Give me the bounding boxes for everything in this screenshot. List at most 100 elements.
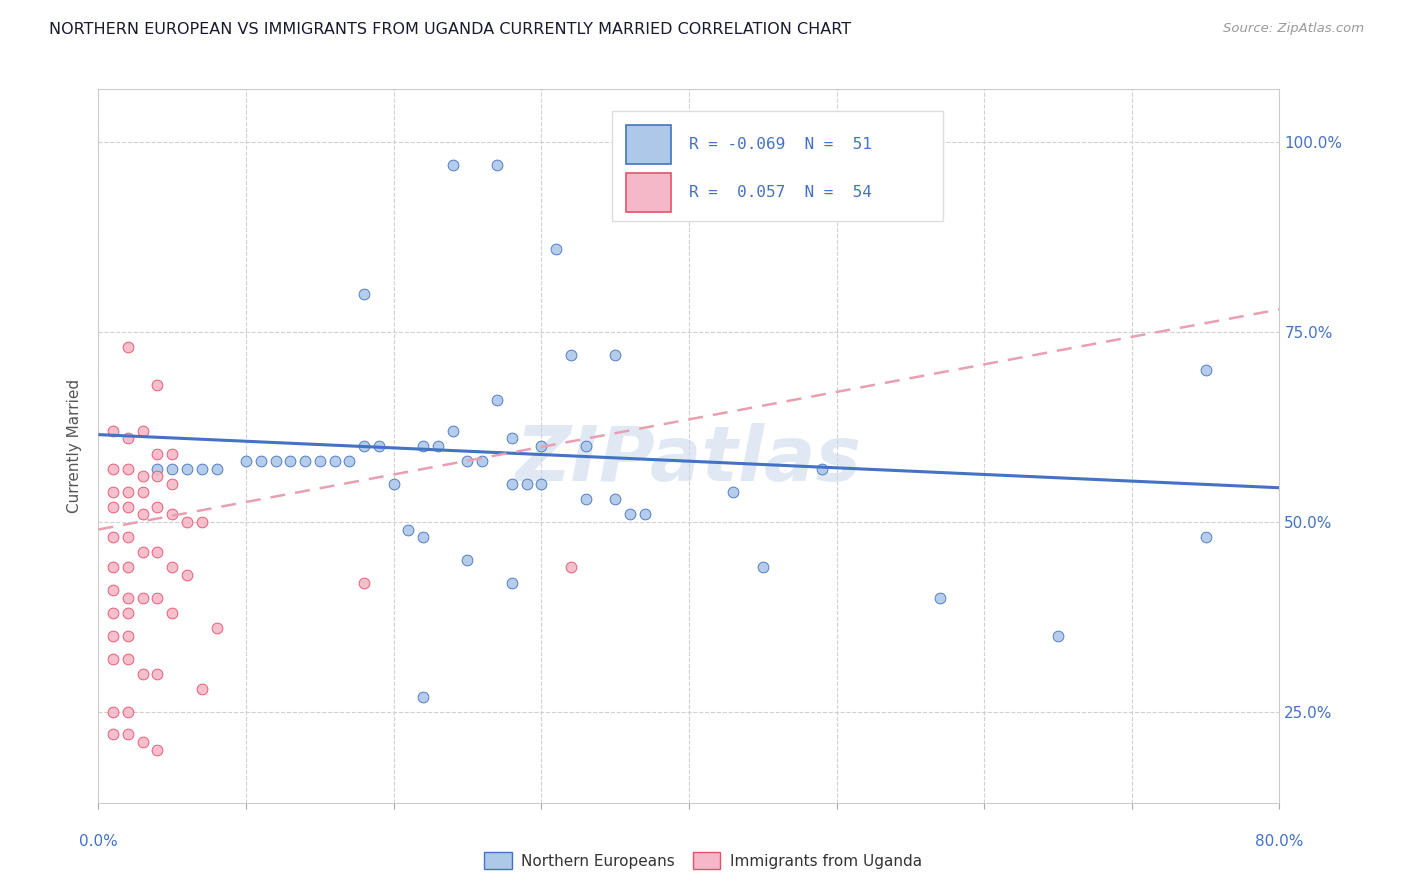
Point — [103, 484, 125, 499]
Point — [117, 705, 139, 719]
Point — [546, 242, 568, 256]
Point — [205, 462, 228, 476]
Point — [339, 454, 360, 468]
Point — [456, 454, 478, 468]
Point — [191, 462, 214, 476]
Point — [117, 591, 139, 605]
Point — [456, 553, 478, 567]
Point — [574, 439, 596, 453]
Point — [441, 158, 464, 172]
Point — [176, 515, 198, 529]
Point — [1046, 629, 1069, 643]
FancyBboxPatch shape — [612, 111, 943, 221]
Point — [132, 735, 155, 749]
Point — [530, 439, 553, 453]
Text: 0.0%: 0.0% — [79, 834, 118, 849]
Point — [162, 606, 183, 620]
Y-axis label: Currently Married: Currently Married — [67, 379, 83, 513]
Point — [103, 530, 125, 544]
Point — [486, 158, 509, 172]
Point — [928, 591, 950, 605]
Point — [117, 560, 139, 574]
Point — [103, 606, 125, 620]
Point — [723, 484, 745, 499]
Point — [103, 727, 125, 741]
Point — [264, 454, 287, 468]
Point — [412, 530, 434, 544]
Point — [250, 454, 273, 468]
Point — [382, 477, 405, 491]
Point — [441, 424, 464, 438]
Point — [294, 454, 316, 468]
Text: ZIPatlas: ZIPatlas — [516, 424, 862, 497]
Point — [176, 568, 198, 582]
Point — [176, 462, 198, 476]
Point — [191, 681, 214, 696]
Text: R = -0.069  N =  51: R = -0.069 N = 51 — [689, 137, 872, 153]
Point — [810, 462, 832, 476]
Point — [103, 651, 125, 665]
Point — [605, 492, 627, 507]
Point — [117, 629, 139, 643]
Text: NORTHERN EUROPEAN VS IMMIGRANTS FROM UGANDA CURRENTLY MARRIED CORRELATION CHART: NORTHERN EUROPEAN VS IMMIGRANTS FROM UGA… — [49, 22, 852, 37]
Point — [162, 447, 183, 461]
Point — [205, 621, 228, 635]
Point — [117, 530, 139, 544]
Text: 80.0%: 80.0% — [1256, 834, 1303, 849]
Legend: Northern Europeans, Immigrants from Uganda: Northern Europeans, Immigrants from Ugan… — [478, 846, 928, 875]
Point — [146, 469, 169, 483]
Point — [323, 454, 346, 468]
Point — [132, 666, 155, 681]
Point — [132, 591, 155, 605]
FancyBboxPatch shape — [626, 125, 671, 164]
Point — [515, 477, 537, 491]
Point — [605, 348, 627, 362]
Point — [191, 515, 214, 529]
Point — [309, 454, 332, 468]
Point — [146, 447, 169, 461]
Point — [117, 727, 139, 741]
Point — [412, 690, 434, 704]
Point — [103, 705, 125, 719]
Point — [117, 340, 139, 354]
FancyBboxPatch shape — [626, 173, 671, 212]
Point — [146, 378, 169, 392]
Point — [146, 591, 169, 605]
Point — [501, 431, 523, 445]
Text: R =  0.057  N =  54: R = 0.057 N = 54 — [689, 186, 872, 200]
Point — [117, 500, 139, 514]
Point — [103, 629, 125, 643]
Point — [368, 439, 391, 453]
Point — [162, 508, 183, 522]
Point — [560, 560, 582, 574]
Point — [132, 424, 155, 438]
Point — [162, 462, 183, 476]
Point — [486, 393, 509, 408]
Point — [132, 469, 155, 483]
Point — [412, 439, 434, 453]
Point — [471, 454, 494, 468]
Point — [560, 348, 582, 362]
Point — [146, 500, 169, 514]
Point — [103, 583, 125, 598]
Point — [751, 560, 773, 574]
Point — [278, 454, 302, 468]
Point — [117, 606, 139, 620]
Point — [353, 439, 375, 453]
Point — [501, 575, 523, 590]
Point — [146, 666, 169, 681]
Point — [132, 545, 155, 559]
Point — [235, 454, 257, 468]
Point — [530, 477, 553, 491]
Point — [162, 477, 183, 491]
Point — [103, 462, 125, 476]
Point — [1195, 363, 1218, 377]
Point — [619, 508, 641, 522]
Point — [574, 492, 596, 507]
Point — [103, 424, 125, 438]
Text: Source: ZipAtlas.com: Source: ZipAtlas.com — [1223, 22, 1364, 36]
Point — [103, 500, 125, 514]
Point — [146, 462, 169, 476]
Point — [146, 545, 169, 559]
Point — [132, 508, 155, 522]
